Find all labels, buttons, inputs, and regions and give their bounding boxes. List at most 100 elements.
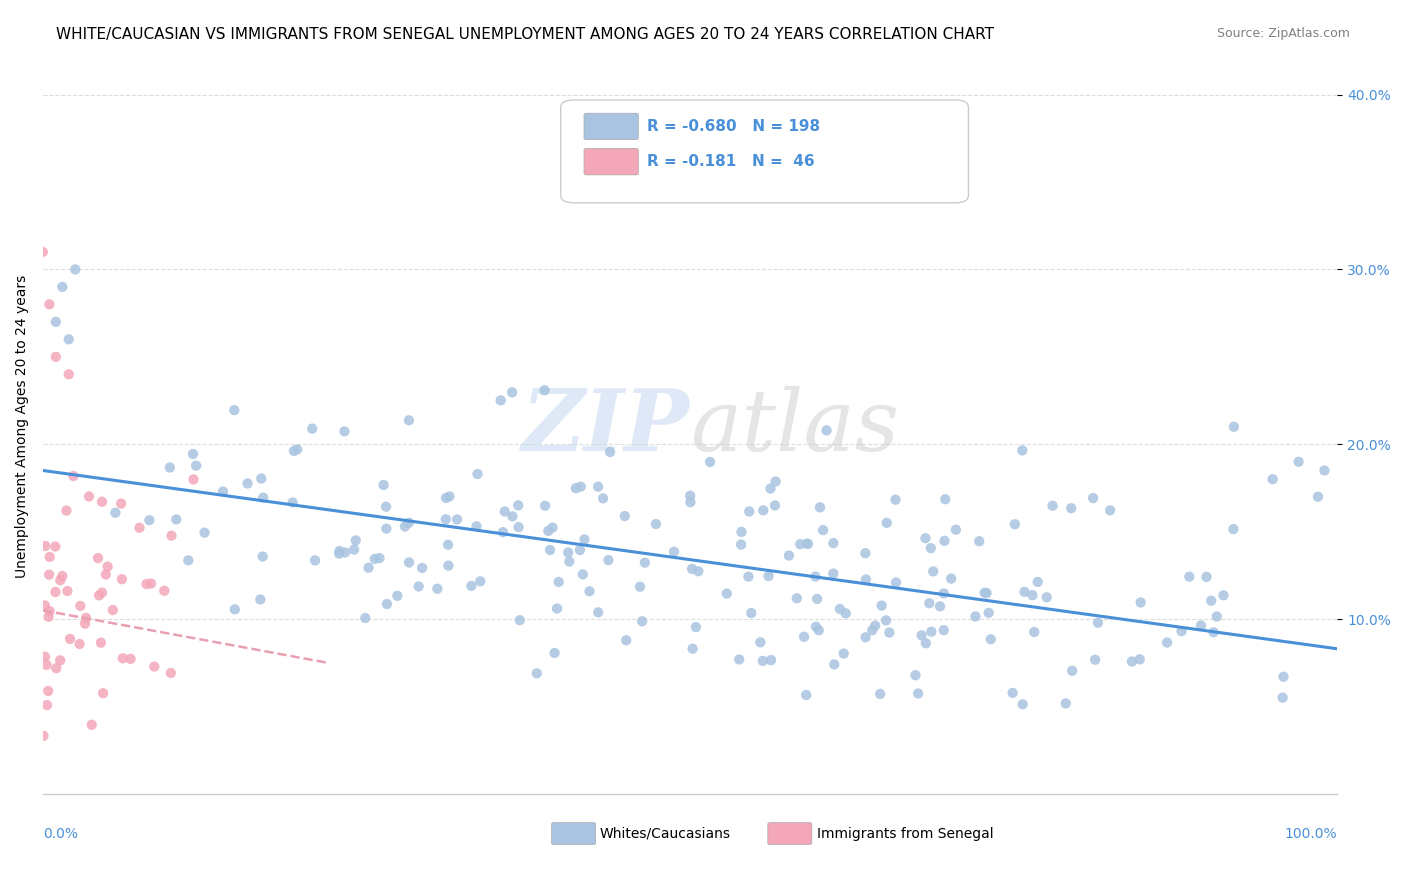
Point bbox=[69, 599, 91, 613]
Point bbox=[1306, 490, 1329, 504]
Point bbox=[91, 686, 114, 700]
Point bbox=[679, 495, 702, 509]
Point bbox=[128, 521, 150, 535]
Point bbox=[398, 556, 420, 570]
Point bbox=[1026, 574, 1049, 589]
Point bbox=[1202, 625, 1225, 640]
Point bbox=[470, 574, 492, 589]
Point bbox=[101, 603, 124, 617]
Point bbox=[1261, 472, 1284, 486]
Point bbox=[1014, 584, 1036, 599]
FancyBboxPatch shape bbox=[583, 148, 638, 175]
Point bbox=[343, 542, 366, 557]
Point bbox=[789, 537, 811, 551]
Point bbox=[301, 422, 323, 436]
Point bbox=[929, 599, 952, 614]
Point bbox=[49, 573, 72, 587]
Point bbox=[375, 597, 398, 611]
Point bbox=[193, 525, 215, 540]
Text: 100.0%: 100.0% bbox=[1285, 827, 1337, 841]
Point bbox=[533, 384, 555, 398]
Point bbox=[870, 599, 893, 613]
Point bbox=[965, 609, 987, 624]
Point bbox=[65, 262, 87, 277]
Point bbox=[586, 605, 609, 619]
Point bbox=[394, 519, 416, 533]
Point bbox=[58, 332, 80, 346]
Point bbox=[876, 516, 898, 530]
Point bbox=[59, 632, 82, 646]
Point bbox=[328, 547, 350, 561]
Point bbox=[177, 553, 200, 567]
Point bbox=[1042, 499, 1064, 513]
Point bbox=[49, 653, 72, 667]
Point bbox=[186, 458, 208, 473]
Point bbox=[811, 523, 834, 537]
Point bbox=[941, 572, 963, 586]
Point bbox=[69, 637, 91, 651]
Point bbox=[915, 636, 938, 650]
Point bbox=[682, 641, 704, 656]
Point bbox=[1035, 591, 1057, 605]
Point bbox=[793, 630, 815, 644]
Point bbox=[328, 544, 350, 558]
Point bbox=[34, 599, 56, 613]
Point bbox=[557, 545, 579, 559]
Point bbox=[546, 601, 568, 615]
Point bbox=[104, 506, 127, 520]
Point bbox=[75, 616, 97, 631]
Point bbox=[1001, 686, 1024, 700]
Point bbox=[285, 442, 308, 457]
Point bbox=[730, 538, 752, 552]
Point bbox=[613, 509, 636, 524]
Point bbox=[932, 623, 955, 637]
Point bbox=[249, 592, 271, 607]
Point bbox=[628, 580, 651, 594]
Point bbox=[1271, 690, 1294, 705]
Text: WHITE/CAUCASIAN VS IMMIGRANTS FROM SENEGAL UNEMPLOYMENT AMONG AGES 20 TO 24 YEAR: WHITE/CAUCASIAN VS IMMIGRANTS FROM SENEG… bbox=[56, 27, 994, 42]
Point bbox=[501, 509, 523, 524]
Point bbox=[749, 635, 772, 649]
Point bbox=[932, 586, 955, 600]
Point bbox=[538, 543, 561, 558]
Point bbox=[252, 491, 274, 505]
Point bbox=[333, 425, 356, 439]
Point bbox=[508, 499, 530, 513]
Point bbox=[1189, 618, 1212, 632]
Point bbox=[740, 606, 762, 620]
Point bbox=[920, 541, 942, 555]
Point bbox=[236, 476, 259, 491]
Point bbox=[357, 560, 380, 574]
Point bbox=[80, 718, 103, 732]
Point bbox=[547, 574, 569, 589]
Point bbox=[568, 543, 591, 558]
Point bbox=[681, 562, 703, 576]
Point bbox=[1060, 501, 1083, 516]
Point bbox=[631, 614, 654, 628]
Point bbox=[437, 558, 460, 573]
Point bbox=[446, 512, 468, 526]
Point bbox=[411, 561, 433, 575]
Point bbox=[1087, 615, 1109, 630]
Point bbox=[465, 519, 488, 533]
Point bbox=[139, 576, 162, 591]
Point bbox=[796, 536, 818, 550]
Point bbox=[804, 569, 827, 583]
Point bbox=[1156, 635, 1178, 649]
Point bbox=[1170, 624, 1192, 639]
Point bbox=[578, 584, 600, 599]
Point bbox=[1054, 697, 1077, 711]
Point bbox=[738, 504, 761, 518]
Point bbox=[759, 653, 782, 667]
Point bbox=[634, 556, 657, 570]
Point bbox=[758, 569, 780, 583]
Point bbox=[51, 280, 73, 294]
Point bbox=[980, 632, 1002, 647]
Text: Whites/Caucasians: Whites/Caucasians bbox=[599, 827, 731, 840]
Point bbox=[408, 579, 430, 593]
Point bbox=[879, 625, 901, 640]
Point bbox=[614, 633, 637, 648]
Point bbox=[645, 516, 668, 531]
Point bbox=[467, 467, 489, 481]
Point bbox=[1021, 588, 1043, 602]
